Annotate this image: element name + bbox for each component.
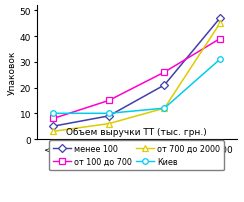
Line: от 700 до 2000: от 700 до 2000 — [51, 21, 223, 135]
Line: Киев: Киев — [51, 57, 223, 117]
Legend: менее 100, от 100 до 700, от 700 до 2000, Киев: менее 100, от 100 до 700, от 700 до 2000… — [49, 140, 224, 170]
Киев — [219, 59, 222, 61]
от 700 до 2000 — [107, 123, 110, 125]
от 700 до 2000 — [219, 23, 222, 25]
от 700 до 2000 — [52, 130, 55, 133]
от 700 до 2000 — [163, 107, 166, 110]
Киев — [107, 113, 110, 115]
Text: Объем выручки ТТ (тыс. грн.): Объем выручки ТТ (тыс. грн.) — [66, 127, 207, 136]
Line: менее 100: менее 100 — [51, 16, 223, 129]
менее 100 — [219, 18, 222, 20]
Y-axis label: Упаковок: Упаковок — [8, 51, 17, 95]
Киев — [163, 107, 166, 110]
от 100 до 700 — [219, 38, 222, 41]
Киев — [52, 113, 55, 115]
менее 100 — [163, 84, 166, 87]
от 100 до 700 — [163, 72, 166, 74]
менее 100 — [52, 125, 55, 128]
менее 100 — [107, 115, 110, 118]
от 100 до 700 — [52, 118, 55, 120]
X-axis label: Объем выручки ТТ (тыс. грн.): Объем выручки ТТ (тыс. грн.) — [66, 157, 207, 166]
Line: от 100 до 700: от 100 до 700 — [51, 37, 223, 122]
от 100 до 700 — [107, 100, 110, 102]
